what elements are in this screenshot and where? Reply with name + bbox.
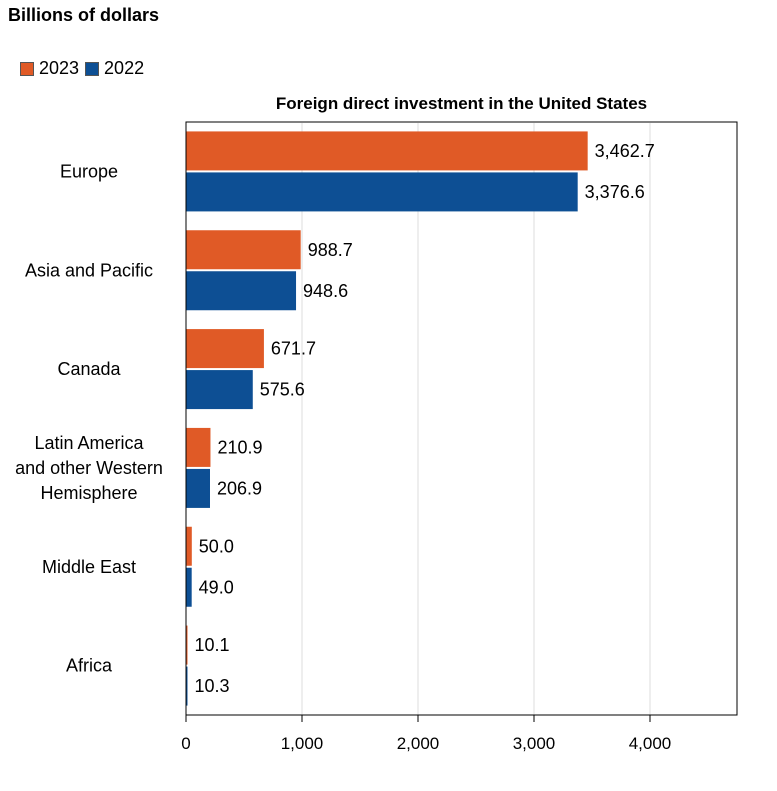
value-label-2022-1: 948.6	[303, 281, 348, 301]
x-tick-label-0: 0	[181, 734, 190, 753]
value-label-2023-2: 671.7	[271, 339, 316, 359]
chart-title: Foreign direct investment in the United …	[275, 94, 648, 113]
bar-2022-2	[186, 370, 253, 410]
category-label-2: Canada	[57, 359, 121, 379]
category-label-line: and other Western	[15, 458, 163, 478]
bar-2022-3	[186, 468, 211, 508]
x-tick-label-3: 3,000	[513, 734, 556, 753]
x-tick-label-4: 4,000	[629, 734, 672, 753]
unit-label: Billions of dollars	[8, 5, 160, 25]
category-label-line: Europe	[60, 161, 118, 181]
value-label-2022-4: 49.0	[199, 577, 234, 597]
value-label-2022-3: 206.9	[217, 478, 262, 498]
value-label-2023-5: 10.1	[195, 635, 230, 655]
bar-2023-3	[186, 427, 211, 467]
legend-label-2022: 2022	[104, 58, 145, 78]
category-label-line: Asia and Pacific	[25, 260, 153, 280]
category-label-0: Europe	[60, 161, 118, 181]
value-label-2023-4: 50.0	[199, 536, 234, 556]
value-label-2022-0: 3,376.6	[585, 182, 645, 202]
category-label-line: Middle East	[42, 557, 136, 577]
bar-2022-0	[186, 172, 578, 212]
legend-item-2022: 2022	[85, 58, 144, 79]
category-label-line: Canada	[57, 359, 121, 379]
value-label-2022-2: 575.6	[260, 380, 305, 400]
category-label-line: Hemisphere	[40, 483, 137, 503]
plot-area	[185, 121, 738, 716]
value-label-2022-5: 10.3	[195, 676, 230, 696]
legend-item-2023: 2023	[20, 58, 79, 79]
category-label-line: Africa	[66, 656, 113, 676]
bar-2022-1	[186, 271, 297, 311]
bar-2022-4	[186, 567, 192, 607]
bar-2023-5	[186, 625, 188, 665]
legend-swatch-2023	[20, 61, 34, 76]
bar-2022-5	[186, 666, 188, 706]
bar-2023-4	[186, 526, 192, 566]
legend: 2023 2022	[20, 58, 150, 79]
value-label-2023-3: 210.9	[217, 437, 262, 457]
bar-2023-1	[186, 230, 301, 270]
category-label-5: Africa	[66, 656, 113, 676]
bar-2023-2	[186, 329, 264, 369]
x-tick-label-1: 1,000	[281, 734, 324, 753]
legend-label-2023: 2023	[39, 58, 80, 78]
bar-2023-0	[186, 131, 588, 171]
category-label-4: Middle East	[42, 557, 136, 577]
category-label-3: Latin America and other Western Hemisphere	[15, 433, 163, 503]
legend-swatch-2022	[85, 61, 100, 76]
x-tick-label-2: 2,000	[397, 734, 440, 753]
category-label-line: Latin America	[34, 433, 144, 453]
category-label-1: Asia and Pacific	[25, 260, 153, 280]
value-label-2023-1: 988.7	[308, 240, 353, 260]
value-label-2023-0: 3,462.7	[595, 141, 655, 161]
